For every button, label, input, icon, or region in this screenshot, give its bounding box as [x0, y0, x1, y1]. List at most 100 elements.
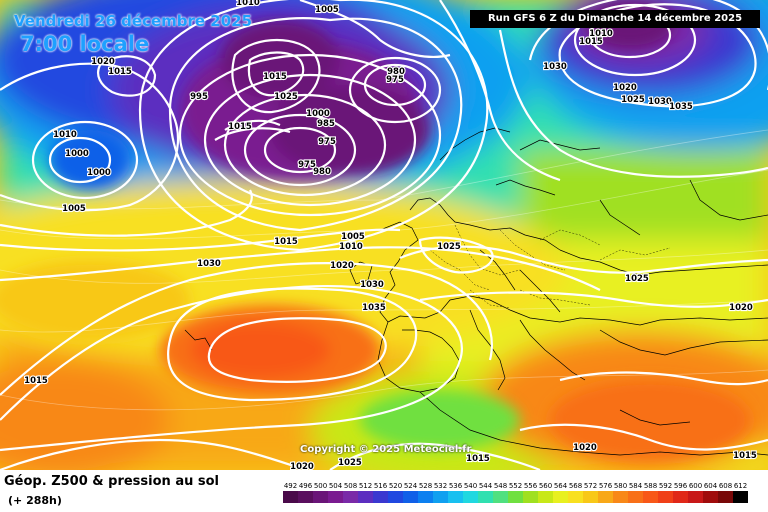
scale-swatch: [418, 491, 433, 503]
isobar-label: 1015: [108, 67, 132, 77]
isobar-label: 1015: [24, 376, 48, 386]
isobar-label: 1010: [339, 242, 363, 252]
scale-label: 504: [329, 482, 343, 490]
scale-swatch: [703, 491, 718, 503]
scale-swatch: [373, 491, 388, 503]
scale-label: 576: [599, 482, 613, 490]
isobar-label: 1015: [228, 122, 252, 132]
isobar-label: 985: [317, 119, 335, 129]
scale-swatch: [283, 491, 298, 503]
scale-swatch: [583, 491, 598, 503]
scale-swatch: [403, 491, 418, 503]
isobar-label: 1015: [466, 454, 490, 464]
scale-swatch: [433, 491, 448, 503]
scale-label: 544: [479, 482, 493, 490]
isobar-label: 975: [298, 160, 316, 170]
scale-label: 500: [314, 482, 327, 490]
scale-swatch: [358, 491, 373, 503]
scale-label: 592: [659, 482, 672, 490]
isobar-label: 1035: [362, 303, 386, 313]
isobar-label: 980: [313, 167, 331, 177]
scale-swatch: [328, 491, 343, 503]
scale-label: 516: [374, 482, 388, 490]
isobar-label: 1020: [613, 83, 637, 93]
isobar-label: 1005: [62, 204, 86, 214]
scale-swatch: [448, 491, 463, 503]
isobar-label: 1015: [579, 37, 603, 47]
scale-label: 508: [344, 482, 357, 490]
isobar-labels: 1005101010201015995101510259809751015100…: [23, 0, 758, 470]
isobar-label: 1025: [338, 458, 362, 468]
scale-swatch: [388, 491, 403, 503]
scale-swatch: [673, 491, 688, 503]
isobar-label: 1015: [263, 72, 287, 82]
isobar-label: 1025: [437, 242, 461, 252]
isobar-label: 975: [386, 75, 404, 85]
color-scale: 492 496 500 504 508 512 516 520 524 528 532 536 540 5…: [283, 482, 748, 503]
isobar-label: 1030: [197, 259, 221, 269]
scale-swatch: [553, 491, 568, 503]
scale-label: 612: [734, 482, 747, 490]
scale-swatch: [568, 491, 583, 503]
scale-swatch: [688, 491, 703, 503]
scale-label: 556: [524, 482, 538, 490]
scale-swatch: [478, 491, 493, 503]
forecast-range: (+ 288h): [8, 494, 62, 507]
scale-label: 532: [434, 482, 447, 490]
isobar-label: 1005: [341, 232, 365, 242]
scale-label: 536: [449, 482, 463, 490]
isobar-label: 1000: [65, 149, 89, 159]
isobar-label: 1020: [729, 303, 753, 313]
isobar-label: 1010: [236, 0, 260, 8]
isobar-label: 1030: [360, 280, 384, 290]
isobar-label: 1010: [53, 130, 77, 140]
scale-label: 512: [359, 482, 372, 490]
isobar-label: 995: [190, 92, 208, 102]
isobar-label: 1025: [625, 274, 649, 284]
scale-label: 568: [569, 482, 582, 490]
scale-label: 520: [389, 482, 402, 490]
isobar-label: 1010: [589, 29, 613, 39]
scale-swatch: [598, 491, 613, 503]
scale-label: 496: [299, 482, 313, 490]
scale-swatch: [508, 491, 523, 503]
isobar-label: 1000: [306, 109, 330, 119]
scale-swatch: [538, 491, 553, 503]
scale-label: 548: [494, 482, 507, 490]
isobar-label: 1015: [733, 451, 757, 461]
scale-label: 580: [614, 482, 627, 490]
isobar-label: 1020: [290, 462, 314, 470]
scale-label: 604: [704, 482, 718, 490]
scale-swatch: [463, 491, 478, 503]
isobar-label: 1035: [669, 102, 693, 112]
parameter-title: Géop. Z500 & pression au sol: [4, 474, 219, 489]
scale-swatch: [523, 491, 538, 503]
scale-swatch: [298, 491, 313, 503]
isobar-label: 1015: [274, 237, 298, 247]
valid-date: Vendredi 26 décembre 2025: [14, 12, 253, 30]
scale-label: 560: [539, 482, 552, 490]
scale-label: 600: [689, 482, 702, 490]
scale-label: 528: [419, 482, 432, 490]
scale-swatch: [313, 491, 328, 503]
isobar-label: 1020: [330, 261, 354, 271]
scale-label: 564: [554, 482, 568, 490]
isobar-label: 975: [318, 137, 336, 147]
isobar-label: 1025: [621, 95, 645, 105]
scale-label: 552: [509, 482, 522, 490]
isobar-label: 980: [387, 67, 405, 77]
weather-map: 1005101010201015995101510259809751015100…: [0, 0, 768, 470]
scale-swatch: [718, 491, 733, 503]
valid-time: 7:00 locale: [20, 32, 150, 56]
run-info: Run GFS 6 Z du Dimanche 14 décembre 2025: [470, 10, 760, 28]
isobar-label: 1025: [274, 92, 298, 102]
scale-label: 524: [404, 482, 418, 490]
scale-label: 608: [719, 482, 732, 490]
scale-swatch: [733, 491, 748, 503]
borders: [429, 224, 671, 309]
scale-label: 588: [644, 482, 657, 490]
isobars: [0, 0, 768, 470]
legend-bar: Géop. Z500 & pression au sol (+ 288h) 49…: [0, 470, 768, 512]
scale-label: 492: [284, 482, 297, 490]
